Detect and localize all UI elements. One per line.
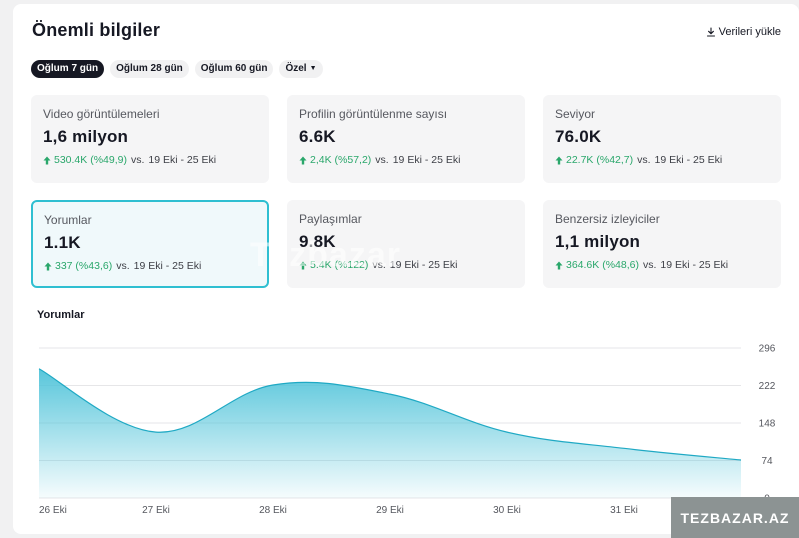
metric-value: 9.8K <box>299 232 336 251</box>
metric-delta-row: 5.4K (%122) vs. 19 Eki - 25 Eki <box>299 259 513 271</box>
chart-title: Yorumlar <box>37 309 85 321</box>
y-tick-label: 222 <box>759 381 776 392</box>
metric-vs-label: vs. <box>116 260 130 272</box>
metric-label: Paylaşımlar <box>299 212 362 226</box>
date-range-filters: Oğlum 7 gün Oğlum 28 gün Oğlum 60 gün Öz… <box>31 60 323 78</box>
x-tick-label: 26 Eki <box>39 505 67 516</box>
metric-card-profile-views[interactable]: Profilin görüntülenme sayısı 6.6K 2,4K (… <box>287 95 525 183</box>
metric-delta-row: 22.7K (%42,7) vs. 19 Eki - 25 Eki <box>555 154 769 166</box>
y-tick-label: 148 <box>759 419 776 430</box>
filter-chip-label: Oğlum 7 gün <box>37 63 99 74</box>
arrow-up-icon <box>555 261 563 269</box>
y-tick-label: 296 <box>759 344 776 355</box>
metric-delta: 530.4K (%49,9) <box>43 154 127 166</box>
metric-label: Seviyor <box>555 107 596 121</box>
metric-label: Benzersiz izleyiciler <box>555 212 660 226</box>
arrow-up-icon <box>299 261 307 269</box>
filter-chip-label: Oğlum 60 gün <box>200 63 268 74</box>
metric-delta-value: 530.4K (%49,9) <box>54 154 127 166</box>
arrow-up-icon <box>43 156 51 164</box>
metric-vs-label: vs. <box>637 154 651 166</box>
site-watermark: TEZBAZAR.AZ <box>671 497 799 538</box>
filter-chip-60-days[interactable]: Oğlum 60 gün <box>194 60 274 78</box>
y-tick-label: 74 <box>761 456 773 467</box>
metric-vs-label: vs. <box>375 154 389 166</box>
caret-down-icon: ▼ <box>309 65 317 72</box>
metric-value: 1,1 milyon <box>555 232 641 251</box>
metric-card-shares[interactable]: Paylaşımlar 9.8K 5.4K (%122) vs. 19 Eki … <box>287 200 525 288</box>
metric-delta: 22.7K (%42,7) <box>555 154 633 166</box>
chart-series-line <box>38 368 742 461</box>
x-tick-label: 30 Eki <box>493 505 521 516</box>
download-label: Verileri yükle <box>718 26 781 38</box>
metric-delta: 337 (%43,6) <box>44 260 112 272</box>
x-tick-label: 28 Eki <box>259 505 287 516</box>
filter-chip-28-days[interactable]: Oğlum 28 gün <box>110 60 189 78</box>
metric-compare-range: 19 Eki - 25 Eki <box>133 260 202 272</box>
metric-label: Profilin görüntülenme sayısı <box>299 107 448 121</box>
metric-compare-range: 19 Eki - 25 Eki <box>654 154 723 166</box>
metric-value: 1,6 milyon <box>43 127 129 146</box>
metric-delta-value: 22.7K (%42,7) <box>566 154 634 166</box>
arrow-up-icon <box>299 156 307 164</box>
arrow-up-icon <box>555 156 563 164</box>
metric-delta-value: 337 (%43,6) <box>55 260 113 272</box>
metric-value: 76.0K <box>555 127 602 146</box>
metric-label: Yorumlar <box>44 213 92 227</box>
metric-compare-range: 19 Eki - 25 Eki <box>392 154 461 166</box>
metric-vs-label: vs. <box>642 259 657 271</box>
metric-value: 1.1K <box>44 233 81 252</box>
x-tick-label: 27 Eki <box>142 505 170 516</box>
metric-card-unique-viewers[interactable]: Benzersiz izleyiciler 1,1 milyon 364.6K … <box>543 200 781 288</box>
metric-delta: 5.4K (%122) <box>299 259 368 271</box>
metric-delta-row: 364.6K (%48,6) vs. 19 Eki - 25 Eki <box>555 259 769 271</box>
metric-compare-range: 19 Eki - 25 Eki <box>660 259 729 271</box>
metric-delta: 364.6K (%48,6) <box>555 259 639 271</box>
metric-delta: 2,4K (%57,2) <box>299 154 371 166</box>
arrow-up-icon <box>44 262 52 270</box>
metric-delta-value: 5.4K (%122) <box>310 259 369 271</box>
filter-chip-label: Oğlum 28 gün <box>116 63 183 74</box>
metric-delta-row: 530.4K (%49,9) vs. 19 Eki - 25 Eki <box>43 154 257 166</box>
metric-card-comments[interactable]: Yorumlar 1.1K 337 (%43,6) vs. 19 Eki - 2… <box>31 200 269 288</box>
metric-delta-row: 2,4K (%57,2) vs. 19 Eki - 25 Eki <box>299 154 513 166</box>
filter-chip-custom[interactable]: Özel ▼ <box>279 60 323 78</box>
metric-delta-value: 364.6K (%48,6) <box>566 259 639 271</box>
download-data-button[interactable]: Verileri yükle <box>706 26 781 38</box>
download-icon <box>706 27 715 37</box>
metric-value: 6.6K <box>299 127 336 146</box>
metric-label: Video görüntülemeleri <box>43 107 160 121</box>
metric-vs-label: vs. <box>372 259 386 271</box>
metric-compare-range: 19 Eki - 25 Eki <box>389 259 458 271</box>
metric-delta-row: 337 (%43,6) vs. 19 Eki - 25 Eki <box>44 260 256 272</box>
chart-area-fill <box>39 368 741 498</box>
filter-chip-7-days[interactable]: Oğlum 7 gün <box>31 60 105 78</box>
metric-delta-value: 2,4K (%57,2) <box>310 154 372 166</box>
metric-card-video-views[interactable]: Video görüntülemeleri 1,6 milyon 530.4K … <box>31 95 269 183</box>
metric-vs-label: vs. <box>130 154 145 166</box>
x-tick-label: 31 Eki <box>610 505 638 516</box>
x-tick-label: 29 Eki <box>376 505 404 516</box>
metric-compare-range: 19 Eki - 25 Eki <box>148 154 217 166</box>
filter-chip-label: Özel <box>285 63 307 74</box>
metric-card-likes[interactable]: Seviyor 76.0K 22.7K (%42,7) vs. 19 Eki -… <box>543 95 781 183</box>
page-title: Önemli bilgiler <box>32 20 161 40</box>
